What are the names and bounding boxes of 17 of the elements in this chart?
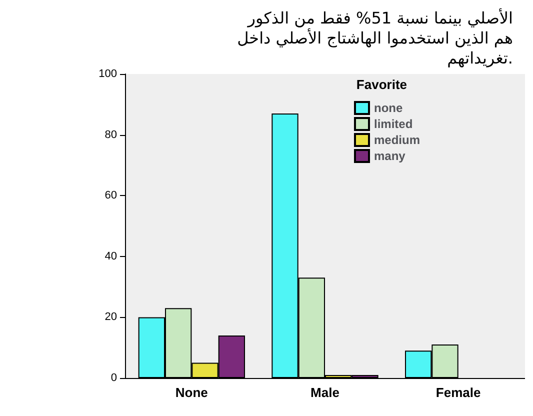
legend-label: many	[374, 149, 406, 163]
x-tick-label: Male	[310, 385, 340, 400]
x-tick-label: Female	[436, 385, 481, 400]
text: تغريداتهم.	[447, 48, 513, 68]
legend-label: limited	[374, 117, 413, 131]
y-tick-label: 20	[104, 311, 117, 324]
y-tick-label: 80	[104, 128, 117, 141]
y-tick-label: 60	[104, 190, 117, 202]
y-tick-label: 40	[104, 250, 117, 262]
text: الأصلي بينما نسبة 51% فقط من الذكور	[246, 8, 513, 28]
y-tick-label: 0	[110, 372, 117, 384]
x-tick-label: None	[175, 385, 208, 400]
text: هم الذين استخدموا الهاشتاج الأصلي داخل	[237, 28, 513, 48]
legend-title: Favorite	[356, 77, 408, 92]
y-tick-label: 100	[98, 68, 117, 80]
legend-label: medium	[374, 133, 420, 147]
legend-label: none	[374, 101, 403, 115]
